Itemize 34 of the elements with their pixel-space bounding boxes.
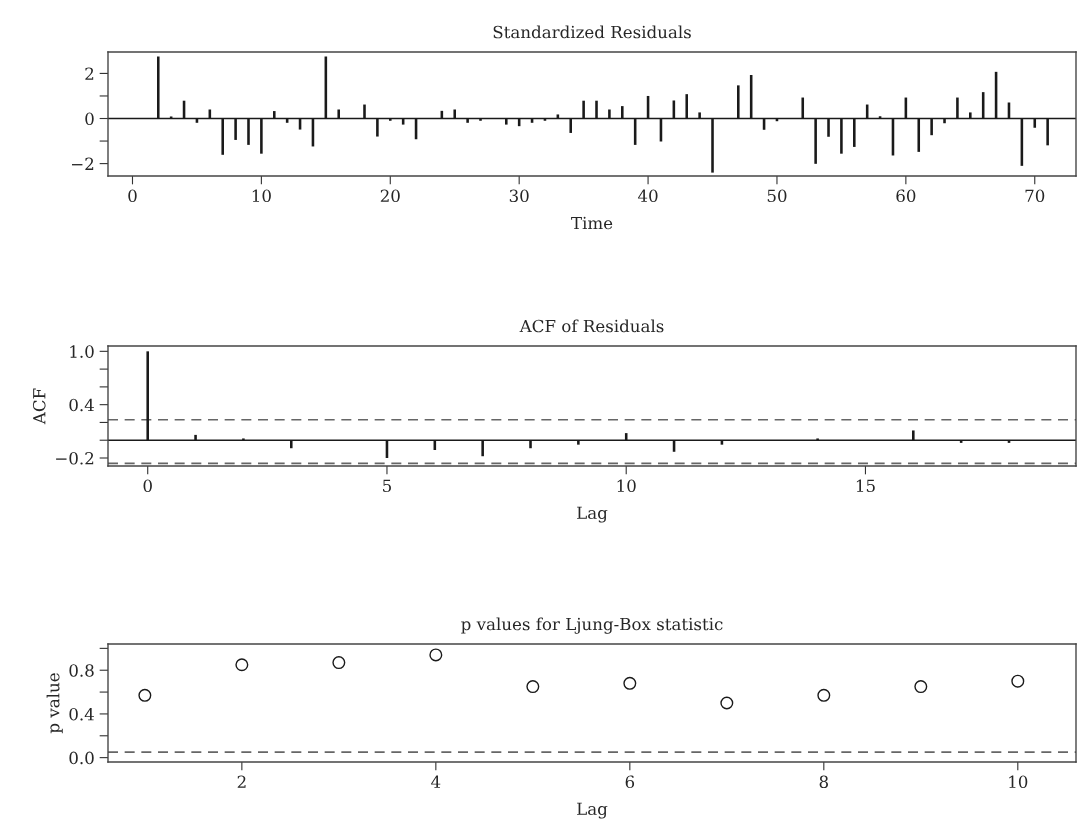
y-tick-label: −0.2 (56, 451, 94, 465)
x-axis-title: Lag (577, 802, 608, 819)
x-tick-label: 40 (637, 189, 658, 203)
x-tick-label: 70 (1025, 189, 1045, 203)
x-tick-label: 50 (767, 189, 787, 203)
x-tick-label: 15 (856, 479, 875, 493)
x-tick-label: 2 (237, 775, 246, 788)
y-tick-label: 0.0 (69, 751, 94, 765)
x-tick-label: 10 (617, 479, 636, 493)
y-tick-label: 0.4 (69, 398, 94, 412)
y-tick-label: 0.4 (69, 707, 94, 721)
x-tick-label: 5 (383, 479, 391, 493)
x-axis-title: Lag (577, 506, 608, 523)
y-tick-label: 0.8 (69, 664, 94, 677)
x-tick-label: 6 (625, 775, 635, 789)
x-tick-label: 20 (380, 189, 400, 203)
y-axis-title: ACF (32, 388, 46, 425)
y-tick-label: 0 (85, 112, 94, 126)
y-tick-label: 1.0 (70, 345, 94, 358)
y-axis-title: p value (46, 673, 63, 734)
x-axis-title: Time (571, 216, 613, 230)
x-tick-label: 8 (819, 775, 828, 789)
x-tick-label: 0 (143, 479, 152, 493)
x-tick-label: 0 (128, 189, 137, 203)
x-tick-label: 10 (252, 189, 271, 203)
x-tick-label: 4 (431, 775, 441, 788)
x-tick-label: 10 (1009, 775, 1028, 789)
x-tick-label: 30 (509, 189, 529, 203)
chart-title: ACF of Residuals (519, 319, 664, 333)
chart-title: p values for Ljung-Box statistic (461, 617, 723, 634)
y-tick-label: 2 (85, 67, 94, 80)
chart-title: Standardized Residuals (493, 25, 691, 39)
x-tick-label: 60 (896, 189, 916, 203)
y-tick-label: −2 (72, 157, 94, 170)
